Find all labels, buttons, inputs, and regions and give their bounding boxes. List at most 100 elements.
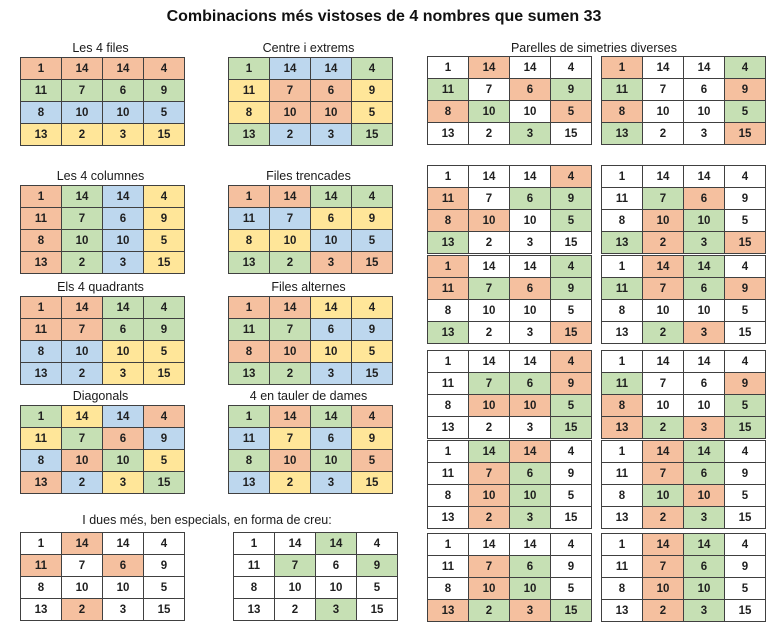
grid-row: 1 14 14 4 (601, 165, 766, 188)
grid-cell: 1 (233, 532, 275, 555)
grid-cell: 2 (274, 598, 316, 621)
grid-cell: 10 (509, 484, 551, 507)
grid-cell: 6 (683, 555, 725, 578)
grid-cell: 6 (310, 427, 352, 450)
page-title: Combinacions més vistoses de 4 nombres q… (166, 8, 602, 25)
grid-cell: 14 (468, 350, 510, 373)
pair-grid-4-left: 1 14 14 4 11 7 6 9 8 10 10 5 13 2 3 15 (427, 350, 592, 439)
grid-cell: 9 (550, 78, 592, 101)
grid-cell: 10 (509, 100, 551, 123)
grid-cell: 4 (724, 533, 766, 556)
grid-cell: 14 (102, 185, 144, 208)
grid-cell: 6 (509, 78, 551, 101)
grid-row: 8 10 10 5 (228, 340, 393, 363)
grid-row: 1 14 14 4 (427, 440, 592, 463)
grid-cell: 14 (310, 296, 352, 319)
grid-cell: 10 (102, 340, 144, 363)
grid-cell: 13 (427, 122, 469, 145)
grid-cell: 13 (20, 471, 62, 494)
pair-grid-5-left: 1 14 14 4 11 7 6 9 8 10 10 5 13 2 3 15 (427, 440, 592, 529)
grid-cell: 14 (509, 533, 551, 556)
grid-cell: 10 (642, 209, 684, 232)
grid-cell: 7 (468, 187, 510, 210)
grid-cell: 13 (228, 123, 270, 146)
grid-cell: 10 (509, 209, 551, 232)
grid-cell: 15 (550, 506, 592, 529)
grid-cell: 8 (601, 100, 643, 123)
grid-cell: 11 (427, 277, 469, 300)
grid-row: 13 2 3 15 (601, 506, 766, 529)
grid-cell: 1 (427, 350, 469, 373)
grid-cell: 10 (102, 101, 144, 124)
grid-cell: 14 (509, 440, 551, 463)
grid-cell: 13 (228, 362, 270, 385)
grid-cell: 8 (601, 299, 643, 322)
grid-row: 11 7 6 9 (228, 318, 393, 341)
grid-row: 8 10 10 5 (20, 101, 185, 124)
grid-row: 11 7 6 9 (601, 555, 766, 578)
grid-cell: 2 (642, 122, 684, 145)
grid-row: 1 14 14 4 (601, 350, 766, 373)
grid-cell: 15 (724, 506, 766, 529)
grid-cell: 11 (20, 318, 62, 341)
grid-cell: 4 (550, 165, 592, 188)
grid-row: 11 7 6 9 (427, 277, 592, 300)
grid-cell: 14 (683, 440, 725, 463)
grid-cell: 1 (20, 405, 62, 428)
grid-cell: 1 (601, 440, 643, 463)
grid-cell: 7 (642, 78, 684, 101)
grid-cell: 1 (228, 57, 270, 80)
grid-cell: 7 (269, 427, 311, 450)
grid-cell: 8 (20, 449, 62, 472)
grid-cell: 15 (351, 123, 393, 146)
pair-grid-4-right: 1 14 14 4 11 7 6 9 8 10 10 5 13 2 3 15 (601, 350, 766, 439)
grid-cell: 9 (550, 555, 592, 578)
grid-cell: 8 (427, 299, 469, 322)
grid-label: Els 4 quadrants (57, 280, 144, 294)
grid-cell: 9 (143, 318, 185, 341)
grid-row: 13 2 3 15 (228, 471, 393, 494)
grid-cell: 8 (427, 209, 469, 232)
grid-cell: 11 (228, 318, 270, 341)
grid-cell: 8 (601, 209, 643, 232)
grid-cell: 2 (468, 321, 510, 344)
grid-cell: 14 (642, 165, 684, 188)
grid-cell: 11 (228, 427, 270, 450)
grid-cell: 4 (724, 440, 766, 463)
grid-cell: 6 (683, 462, 725, 485)
grid-row: 1 14 14 4 (228, 57, 393, 80)
grid-row: 1 14 14 4 (228, 405, 393, 428)
grid-cell: 1 (427, 255, 469, 278)
grid-cell: 9 (724, 555, 766, 578)
grid-cell: 4 (724, 56, 766, 79)
grid-cell: 15 (143, 598, 185, 621)
grid-row: 8 10 10 5 (20, 449, 185, 472)
grid-cell: 8 (228, 101, 270, 124)
grid-row: 8 10 10 5 (601, 209, 766, 232)
grid-cell: 6 (683, 372, 725, 395)
grid-cell: 11 (427, 187, 469, 210)
grid-cell: 15 (143, 251, 185, 274)
grid-cell: 2 (61, 471, 103, 494)
grid-cell: 2 (269, 471, 311, 494)
grid-cell: 10 (468, 484, 510, 507)
grid-cell: 14 (683, 533, 725, 556)
grid-cell: 7 (61, 554, 103, 577)
grid-row: 1 14 14 4 (228, 185, 393, 208)
grid-cell: 9 (724, 462, 766, 485)
grid-row: 13 2 3 15 (427, 599, 592, 622)
grid-cell: 11 (601, 78, 643, 101)
grid-cell: 1 (601, 350, 643, 373)
grid-cell: 10 (310, 101, 352, 124)
grid-cell: 3 (509, 506, 551, 529)
grid-cell: 8 (20, 229, 62, 252)
grid-cell: 5 (724, 100, 766, 123)
grid-cell: 10 (61, 340, 103, 363)
grid-cell: 2 (61, 123, 103, 146)
grid-cell: 10 (310, 229, 352, 252)
grid-cell: 14 (310, 57, 352, 80)
grid-cell: 5 (724, 394, 766, 417)
grid-row: 8 10 10 5 (20, 576, 185, 599)
grid-cell: 13 (427, 321, 469, 344)
